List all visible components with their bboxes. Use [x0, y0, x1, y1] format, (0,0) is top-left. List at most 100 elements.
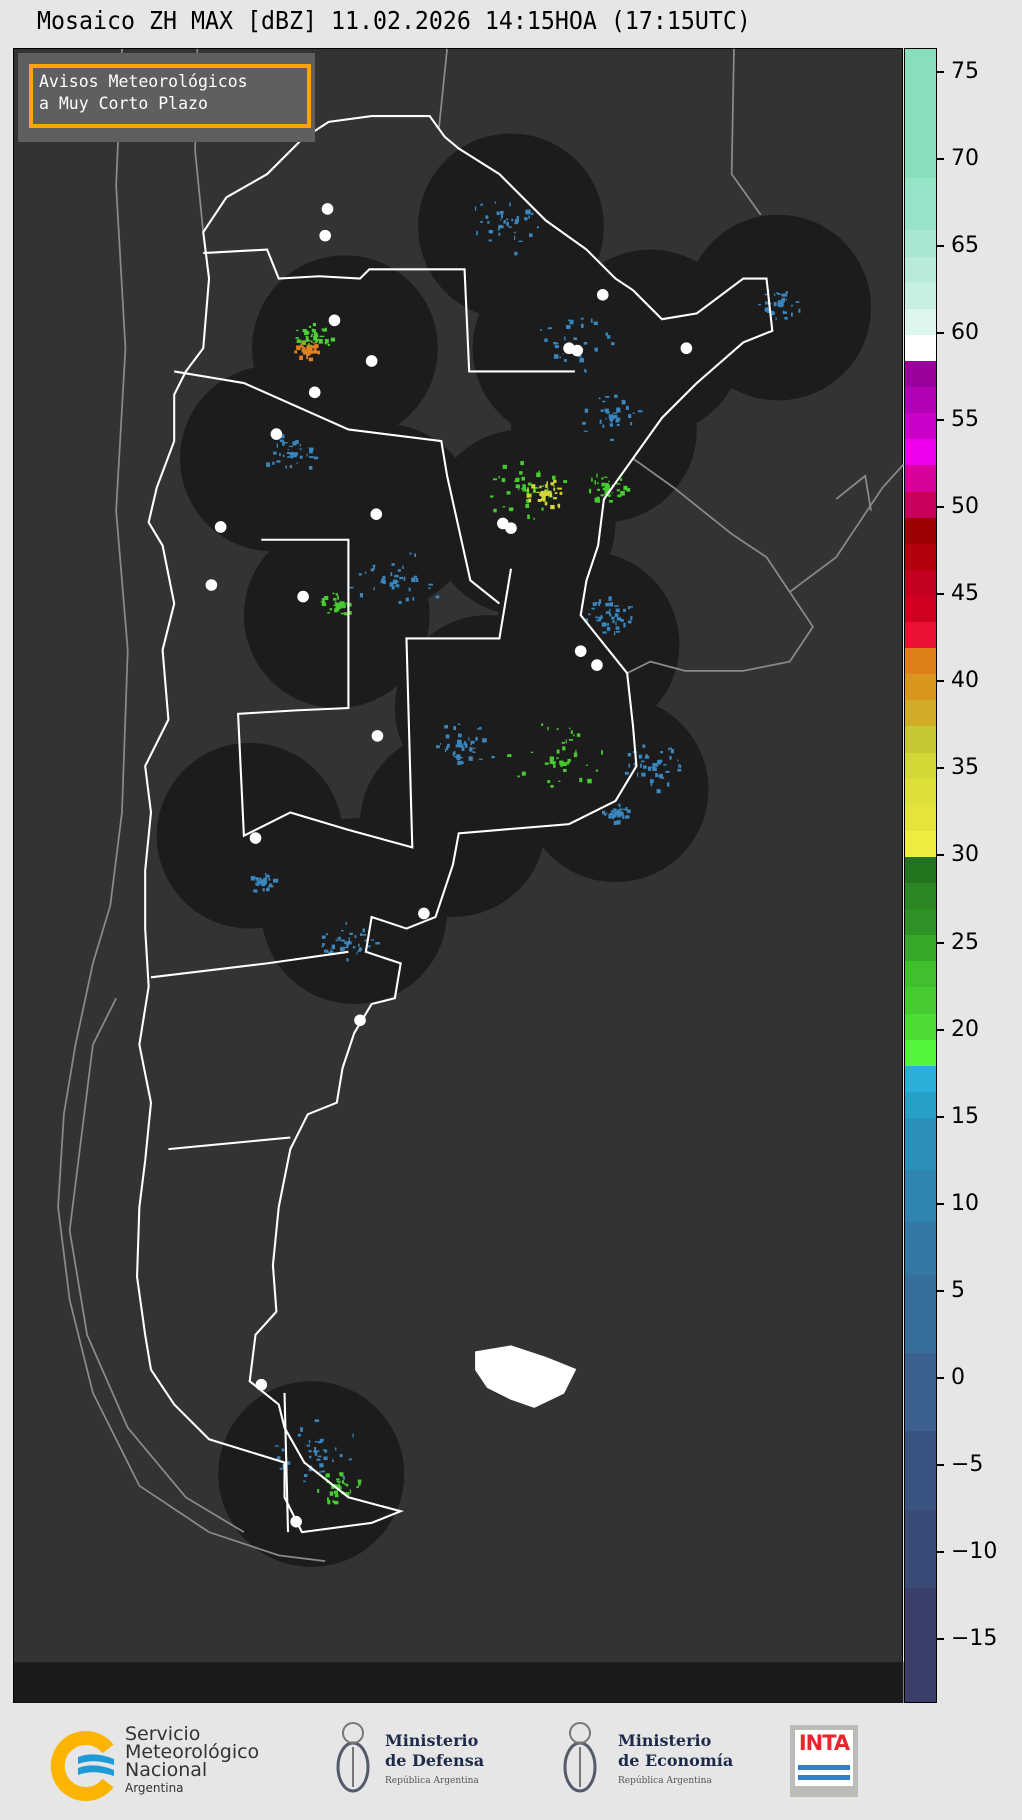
tick-label: 55	[951, 407, 979, 433]
tick-mark	[937, 854, 944, 857]
legend-line-2: a Muy Corto Plazo	[39, 94, 208, 113]
colorbar-band	[905, 934, 936, 962]
tick-label: −5	[951, 1451, 984, 1477]
colorbar-band	[905, 960, 936, 988]
tick-mark	[937, 71, 944, 74]
tick-label: −10	[951, 1538, 998, 1564]
tick-label: 40	[951, 668, 979, 694]
colorbar-band	[905, 1117, 936, 1171]
tick-mark	[937, 158, 944, 161]
colorbar-band	[905, 830, 936, 857]
smn-line-4: Argentina	[125, 1781, 184, 1795]
colorbar-band	[905, 543, 936, 570]
tick-mark	[937, 1463, 944, 1466]
colorbar-band	[905, 1587, 936, 1702]
defensa-line-3: República Argentina	[385, 1776, 479, 1786]
tick-mark	[937, 245, 944, 248]
tick-label: 0	[951, 1364, 965, 1390]
coat-of-arms-icon	[563, 1722, 597, 1793]
product-legend-frame: Avisos Meteorológicos a Muy Corto Plazo	[29, 64, 311, 128]
smn-line-3: Nacional	[125, 1759, 208, 1781]
product-legend-box: Avisos Meteorológicos a Muy Corto Plazo	[18, 53, 315, 142]
tick-label: 60	[951, 320, 979, 346]
tick-mark	[937, 1202, 944, 1205]
colorbar-band	[905, 1352, 936, 1432]
smn-line-1: Servicio	[125, 1723, 201, 1745]
colorbar-band	[905, 752, 936, 779]
inta-logo: INTA	[790, 1725, 858, 1797]
colorbar-band	[905, 1091, 936, 1119]
colorbar-band	[905, 987, 936, 1014]
ministerio-economia-logo: Ministerio de Economía República Argenti…	[560, 1717, 750, 1807]
defensa-line-2: de Defensa	[385, 1751, 485, 1770]
tick-label: −15	[951, 1625, 998, 1651]
tick-mark	[937, 1028, 944, 1031]
tick-label: 75	[951, 59, 979, 85]
smn-logo: Servicio Meteorológico Nacional Argentin…	[50, 1723, 270, 1803]
tick-mark	[937, 941, 944, 944]
tick-mark	[937, 1637, 944, 1640]
economia-line-1: Ministerio	[618, 1731, 712, 1750]
colorbar-band	[905, 1013, 936, 1040]
tick-label: 5	[951, 1277, 965, 1303]
tick-mark	[937, 1289, 944, 1292]
colorbar-band	[905, 282, 936, 309]
colorbar-band	[905, 1430, 936, 1510]
smn-name: Servicio Meteorológico Nacional Argentin…	[125, 1725, 259, 1797]
radar-mosaic-map	[13, 48, 903, 1703]
smn-line-2: Meteorológico	[125, 1741, 260, 1763]
tick-mark	[937, 419, 944, 422]
economia-line-3: República Argentina	[618, 1776, 712, 1786]
tick-mark	[937, 506, 944, 509]
colorbar-band	[905, 438, 936, 466]
tick-mark	[937, 1550, 944, 1553]
colorbar-band	[905, 1274, 936, 1353]
colorbar-band	[905, 699, 936, 727]
tick-mark	[937, 1376, 944, 1379]
map-title: Mosaico ZH MAX [dBZ] 11.02.2026 14:15HOA…	[37, 6, 751, 35]
tick-label: 65	[951, 233, 979, 259]
tick-label: 10	[951, 1190, 979, 1216]
colorbar-band	[905, 621, 936, 649]
colorbar-band	[905, 882, 936, 910]
colorbar-band	[905, 491, 936, 518]
colorbar-band	[905, 386, 936, 414]
colorbar-band	[905, 595, 936, 623]
dbz-colorbar	[904, 48, 937, 1703]
smn-emblem-icon	[50, 1731, 114, 1801]
colorbar-band	[905, 1221, 936, 1275]
tick-mark	[937, 1115, 944, 1118]
economia-line-2: de Economía	[618, 1751, 734, 1770]
colorbar-band	[905, 334, 936, 361]
tick-label: 30	[951, 842, 979, 868]
colorbar-band	[905, 308, 936, 335]
inta-label: INTA	[798, 1731, 850, 1755]
tick-label: 70	[951, 146, 979, 172]
colorbar-band	[905, 464, 936, 492]
tick-label: 25	[951, 929, 979, 955]
tick-mark	[937, 767, 944, 770]
colorbar-band	[905, 804, 936, 831]
colorbar-band	[905, 778, 936, 805]
colorbar-band	[905, 908, 936, 936]
colorbar-band	[905, 256, 936, 283]
tick-mark	[937, 680, 944, 683]
colorbar-band	[905, 673, 936, 701]
colorbar-band	[905, 517, 936, 544]
tick-mark	[937, 593, 944, 596]
tick-label: 50	[951, 494, 979, 520]
tick-mark	[937, 332, 944, 335]
coat-of-arms-icon	[336, 1722, 370, 1793]
colorbar-band	[905, 569, 936, 596]
colorbar-band	[905, 1509, 936, 1588]
colorbar-band	[905, 1169, 936, 1223]
legend-line-1: Avisos Meteorológicos	[39, 72, 248, 91]
tick-label: 35	[951, 755, 979, 781]
colorbar-band	[905, 360, 936, 388]
colorbar-band	[905, 229, 936, 257]
colorbar-band	[905, 856, 936, 884]
colorbar-band	[905, 1039, 936, 1066]
colorbar-band	[905, 1065, 936, 1092]
colorbar-band	[905, 177, 936, 231]
ministerio-defensa-logo: Ministerio de Defensa República Argentin…	[333, 1717, 503, 1807]
